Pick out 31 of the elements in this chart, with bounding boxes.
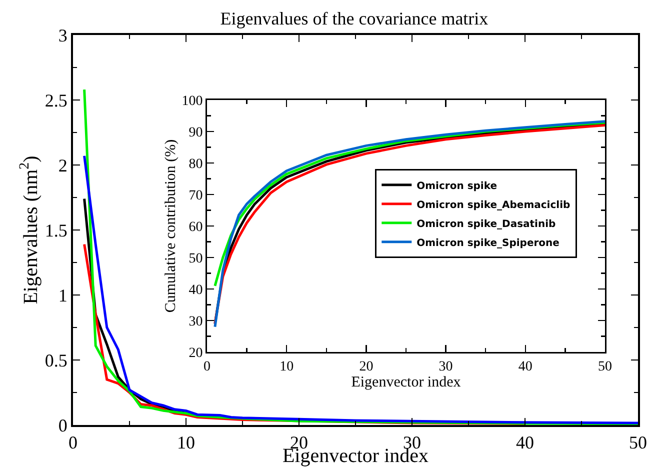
y-tick-label: 90 — [188, 125, 203, 140]
legend-label: Omicron spike_Abemaciclib — [416, 200, 570, 211]
x-tick-label: 40 — [516, 432, 534, 453]
chart-title: Eigenvalues of the covariance matrix — [220, 8, 488, 28]
y-tick-label: 2.5 — [44, 90, 68, 110]
x-tick-label: 10 — [177, 432, 195, 453]
x-tick-label: 20 — [359, 359, 374, 374]
y-tick-label: 80 — [188, 156, 203, 172]
y-tick-label: 0.5 — [44, 350, 68, 370]
y-tick-label: 20 — [188, 346, 203, 361]
x-tick-label: 50 — [598, 359, 612, 374]
y-tick-label: 100 — [182, 94, 203, 109]
x-tick-label: 50 — [629, 432, 647, 453]
y-tick-label: 70 — [188, 188, 203, 204]
y-tick-label: 1.5 — [44, 220, 68, 240]
y-tick-label: 60 — [188, 220, 203, 235]
y-tick-label: 2 — [58, 155, 68, 176]
y-tick-label: 30 — [188, 314, 203, 330]
legend-label: Omicron spike_Dasatinib — [416, 218, 556, 230]
y-tick-label: 50 — [188, 251, 203, 266]
y-tick-label: 1 — [58, 285, 68, 306]
legend-label: Omicron spike_Spiperone — [416, 238, 560, 249]
y-tick-label: 40 — [188, 282, 203, 298]
x-axis-title: Eigenvector index — [351, 374, 462, 390]
y-tick-label: 0 — [58, 415, 68, 436]
legend-label: Omicron spike — [416, 180, 498, 192]
x-tick-label: 30 — [438, 359, 453, 374]
y-axis-title: Cumulative contribution (%) — [163, 139, 180, 313]
y-tick-label: 3 — [58, 25, 68, 46]
x-tick-label: 10 — [280, 359, 294, 374]
x-tick-label: 40 — [518, 359, 532, 374]
